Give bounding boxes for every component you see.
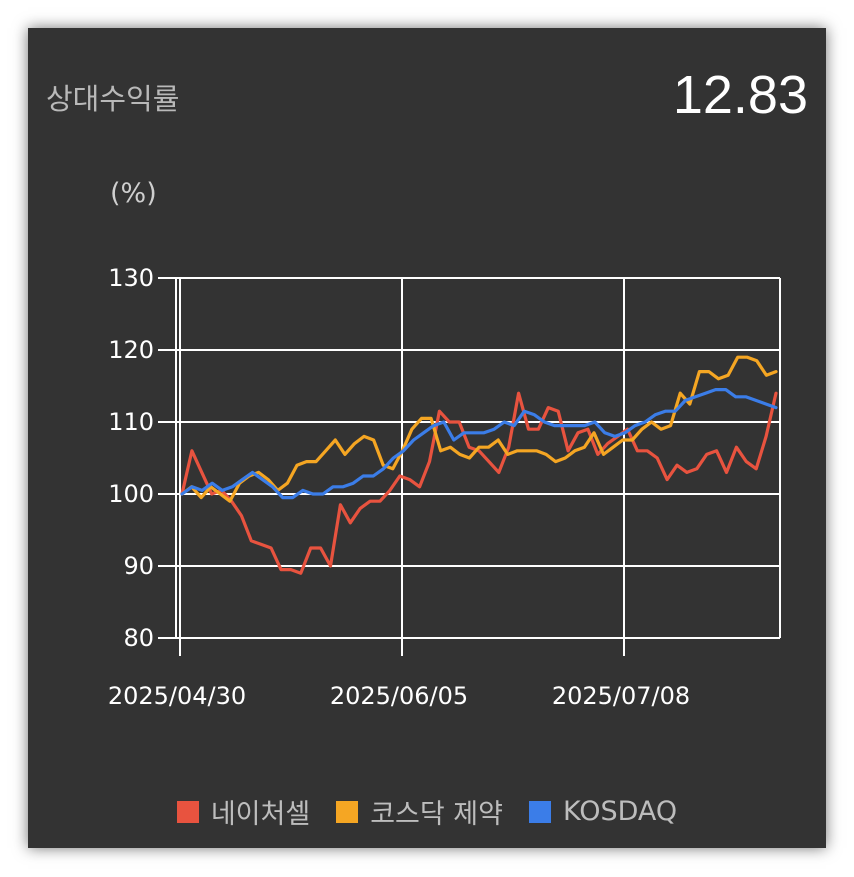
y-tick-label: 100 [108, 480, 154, 508]
chart-title: 상대수익률 [46, 82, 180, 116]
chart-card: 상대수익률 12.83 (%) 130 120 110 100 90 80 2025/04… [28, 28, 826, 848]
series-line [180, 355, 778, 503]
legend-label: 네이처셀 [210, 799, 311, 830]
legend-swatch [336, 800, 359, 823]
y-tick-label: 120 [108, 336, 154, 364]
legend-label: 코스닥 제약 [370, 799, 503, 830]
x-tick-label: 2025/04/30 [108, 682, 246, 710]
series-line [180, 388, 778, 500]
series-line [180, 391, 778, 575]
y-tick-label: 80 [123, 624, 154, 652]
y-tick-labels: 130 120 110 100 90 80 [108, 264, 154, 652]
x-tick-label: 2025/07/08 [552, 682, 690, 710]
legend: 네이처셀 코스닥 제약 KOSDAQ [28, 792, 826, 831]
y-axis-unit: (%) [110, 178, 157, 209]
x-tick-labels: 2025/04/30 2025/06/05 2025/07/08 [108, 682, 690, 710]
series-lines [180, 355, 778, 575]
y-tick-label: 110 [108, 408, 154, 436]
legend-swatch [528, 800, 551, 823]
grid-lines [158, 277, 781, 656]
legend-item-kosdaq[interactable]: KOSDAQ [528, 796, 678, 827]
legend-item-kosdaq-pharma[interactable]: 코스닥 제약 [336, 792, 503, 831]
x-tick-label: 2025/06/05 [330, 682, 468, 710]
y-tick-label: 90 [123, 552, 154, 580]
legend-item-naturecell[interactable]: 네이처셀 [176, 792, 311, 831]
return-value: 12.83 [672, 65, 808, 125]
y-tick-label: 130 [108, 264, 154, 292]
legend-label: KOSDAQ [562, 796, 678, 827]
legend-swatch [176, 800, 199, 823]
